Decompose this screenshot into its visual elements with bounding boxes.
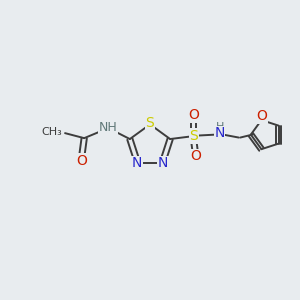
Text: H: H — [216, 122, 224, 132]
Text: CH₃: CH₃ — [41, 127, 62, 137]
Text: N: N — [214, 126, 225, 140]
Text: O: O — [76, 154, 87, 168]
Text: NH: NH — [98, 121, 117, 134]
Text: N: N — [158, 156, 168, 170]
Text: S: S — [189, 129, 198, 143]
Text: O: O — [256, 109, 267, 123]
Text: O: O — [190, 149, 201, 164]
Text: N: N — [132, 156, 142, 170]
Text: O: O — [188, 108, 199, 122]
Text: S: S — [146, 116, 154, 130]
